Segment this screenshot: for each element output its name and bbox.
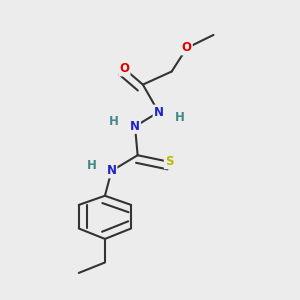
Text: N: N: [106, 164, 116, 177]
Text: N: N: [130, 120, 140, 133]
Text: H: H: [87, 159, 97, 172]
Text: O: O: [120, 62, 130, 75]
Text: O: O: [182, 41, 192, 55]
Text: H: H: [109, 115, 119, 128]
Text: S: S: [165, 155, 173, 168]
Text: N: N: [154, 106, 164, 118]
Text: H: H: [175, 111, 184, 124]
